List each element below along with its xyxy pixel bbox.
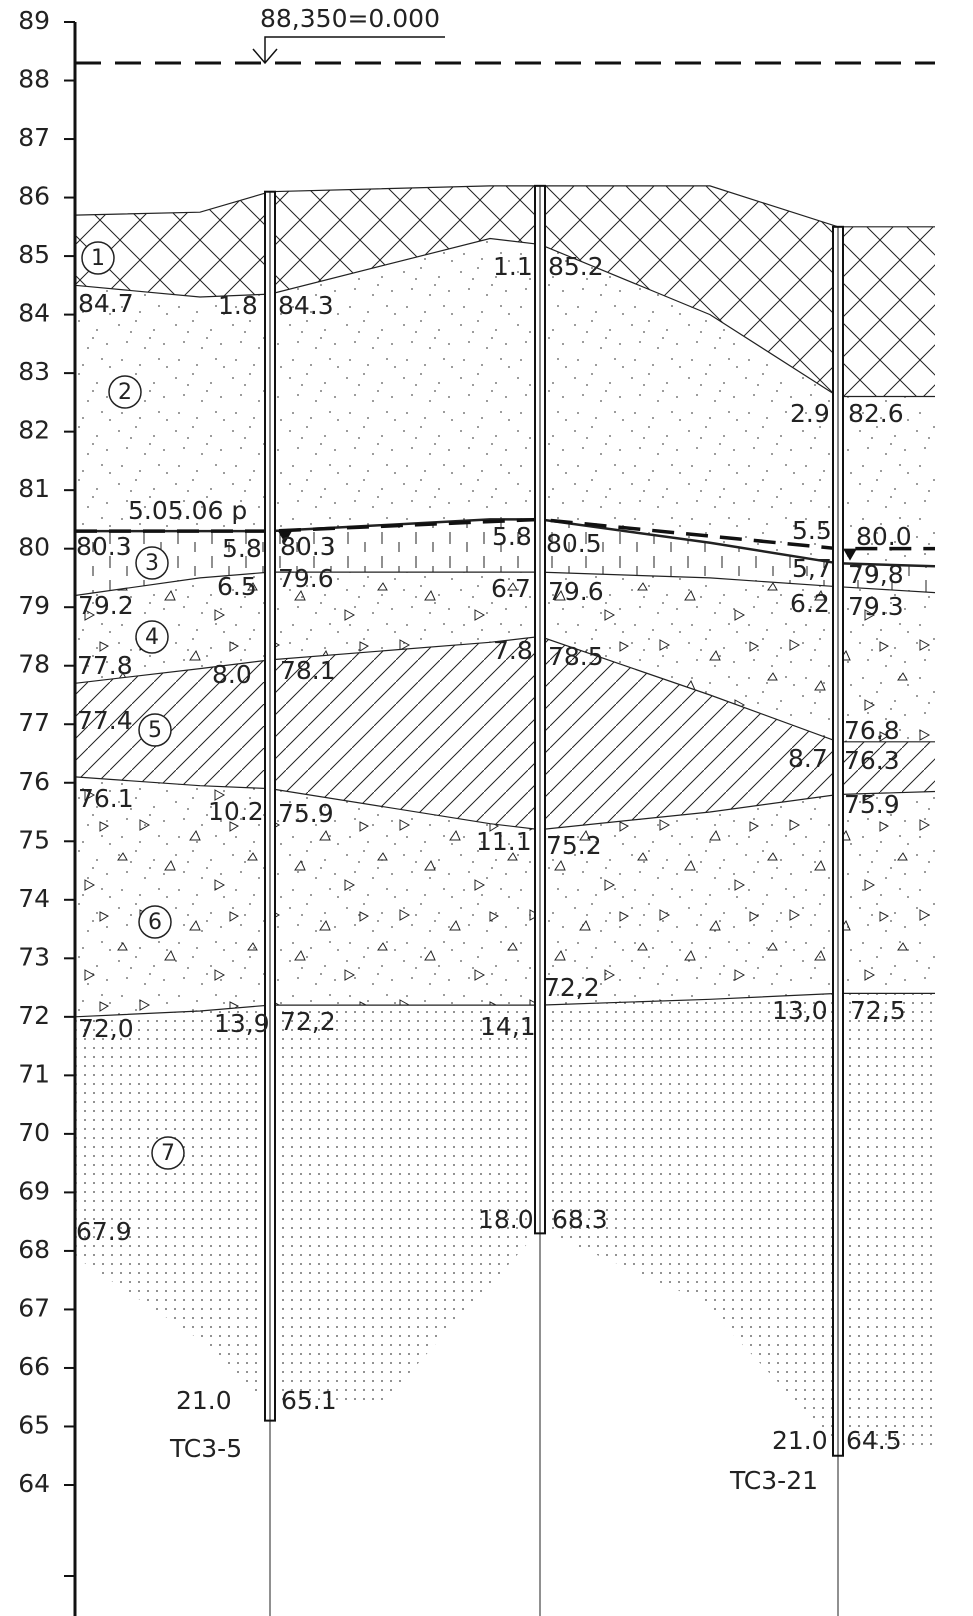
elevation-label: 80.5 [546,529,602,558]
layer-number: 3 [145,551,159,576]
elevation-label: 79.2 [78,591,134,620]
elevation-label: 10.2 [208,797,264,826]
axis-label: 80 [18,533,50,562]
elevation-label: 78.5 [548,642,604,671]
axis-label: 65 [18,1410,50,1439]
elevation-label: 84.7 [78,289,134,318]
datum-arrow [253,37,445,63]
elevation-label: 78.1 [280,656,336,685]
elevation-label: 18.0 [478,1205,534,1234]
elevation-label: 79.3 [848,592,904,621]
axis-label: 76 [18,767,50,796]
elevation-label: 72,0 [78,1014,134,1043]
axis-label: 84 [18,299,50,328]
elevation-label: 13,0 [772,996,828,1025]
elevation-label: 72,2 [544,973,600,1002]
axis-label: 89 [18,6,50,35]
axis-label: 72 [18,1001,50,1030]
datum-label: 88,350=0.000 [260,4,440,33]
layer-number: 5 [148,718,162,743]
elevation-label: 76.8 [844,716,900,745]
elevation-label: 76.3 [844,746,900,775]
elevation-label: 75.9 [844,790,900,819]
axis-label: 83 [18,357,50,386]
axis-label: 71 [18,1059,50,1088]
elevation-label: 85.2 [548,252,604,281]
elevation-label: 11.1 [476,827,532,856]
elevation-label: 5.8 [222,534,262,563]
elevation-label: 7.8 [493,636,533,665]
elevation-label: 76.1 [78,784,134,813]
elevation-label: 79.6 [278,564,334,593]
layers [75,186,935,1445]
layer-number: 2 [118,380,132,405]
elevation-label: 5,7 [792,554,832,583]
geological-section: 123456784.71.884.31.185.22.982.680.35.88… [0,0,973,1616]
elevation-label: 72,2 [280,1007,336,1036]
elevation-label: 1.8 [218,291,258,320]
elevation-label: 77.8 [77,651,133,680]
elevation-label: 5.5 [792,516,832,545]
axis-label: 87 [18,123,50,152]
elevation-label: 77.4 [77,706,133,735]
axis-label: 77 [18,708,50,737]
axis-label: 78 [18,650,50,679]
axis-label: 82 [18,416,50,445]
elevation-label: 79,8 [848,560,904,589]
layer-number: 4 [145,625,159,650]
layer-number: 7 [161,1141,175,1166]
elevation-label: 67.9 [76,1217,132,1246]
elevation-label: 65.1 [281,1386,337,1415]
axis-label: 70 [18,1118,50,1147]
elevation-label: 80.3 [76,532,132,561]
axis-label: 74 [18,884,50,913]
elevation-label: 6.7 [491,574,531,603]
elevation-label: 80.0 [856,522,912,551]
axis-label: 86 [18,182,50,211]
axis-label: 69 [18,1176,50,1205]
elevation-label: 21.0 [176,1386,232,1415]
elevation-label: 14,1 [480,1012,536,1041]
elevation-label: 75.2 [546,831,602,860]
elevation-label: 2.9 [790,399,830,428]
elevation-label: 1.1 [493,252,533,281]
water-level-date: 5.05.06 р [128,496,247,525]
elevation-label: 8.0 [212,660,252,689]
axis-label: 66 [18,1352,50,1381]
axis-label: 75 [18,825,50,854]
axis-label: 81 [18,474,50,503]
elevation-label: 82.6 [848,399,904,428]
elevation-label: 80.3 [280,532,336,561]
axis-label: 85 [18,240,50,269]
elevation-label: 5.8 [492,522,532,551]
elevation-label: 8.7 [788,744,828,773]
axis-label: 73 [18,942,50,971]
elevation-label: 84.3 [278,291,334,320]
axis-label: 79 [18,591,50,620]
elevation-label: 21.0 [772,1426,828,1455]
borehole-name: TC3-21 [729,1466,818,1495]
axis-label: 88 [18,65,50,94]
elevation-label: 75.9 [278,799,334,828]
elevation-label: 68.3 [552,1205,608,1234]
elevation-label: 79.6 [548,577,604,606]
layer-number: 6 [148,910,162,935]
elevation-label: 72,5 [850,996,906,1025]
axis-label: 64 [18,1469,50,1498]
axis-label: 68 [18,1235,50,1264]
elevation-label: 13,9 [214,1009,270,1038]
elevation-label: 6.5 [217,572,257,601]
elevation-label: 6.2 [790,589,830,618]
layer-number: 1 [91,246,105,271]
elevation-label: 64.5 [846,1426,902,1455]
borehole-name: TC3-5 [169,1434,242,1463]
axis-label: 67 [18,1293,50,1322]
